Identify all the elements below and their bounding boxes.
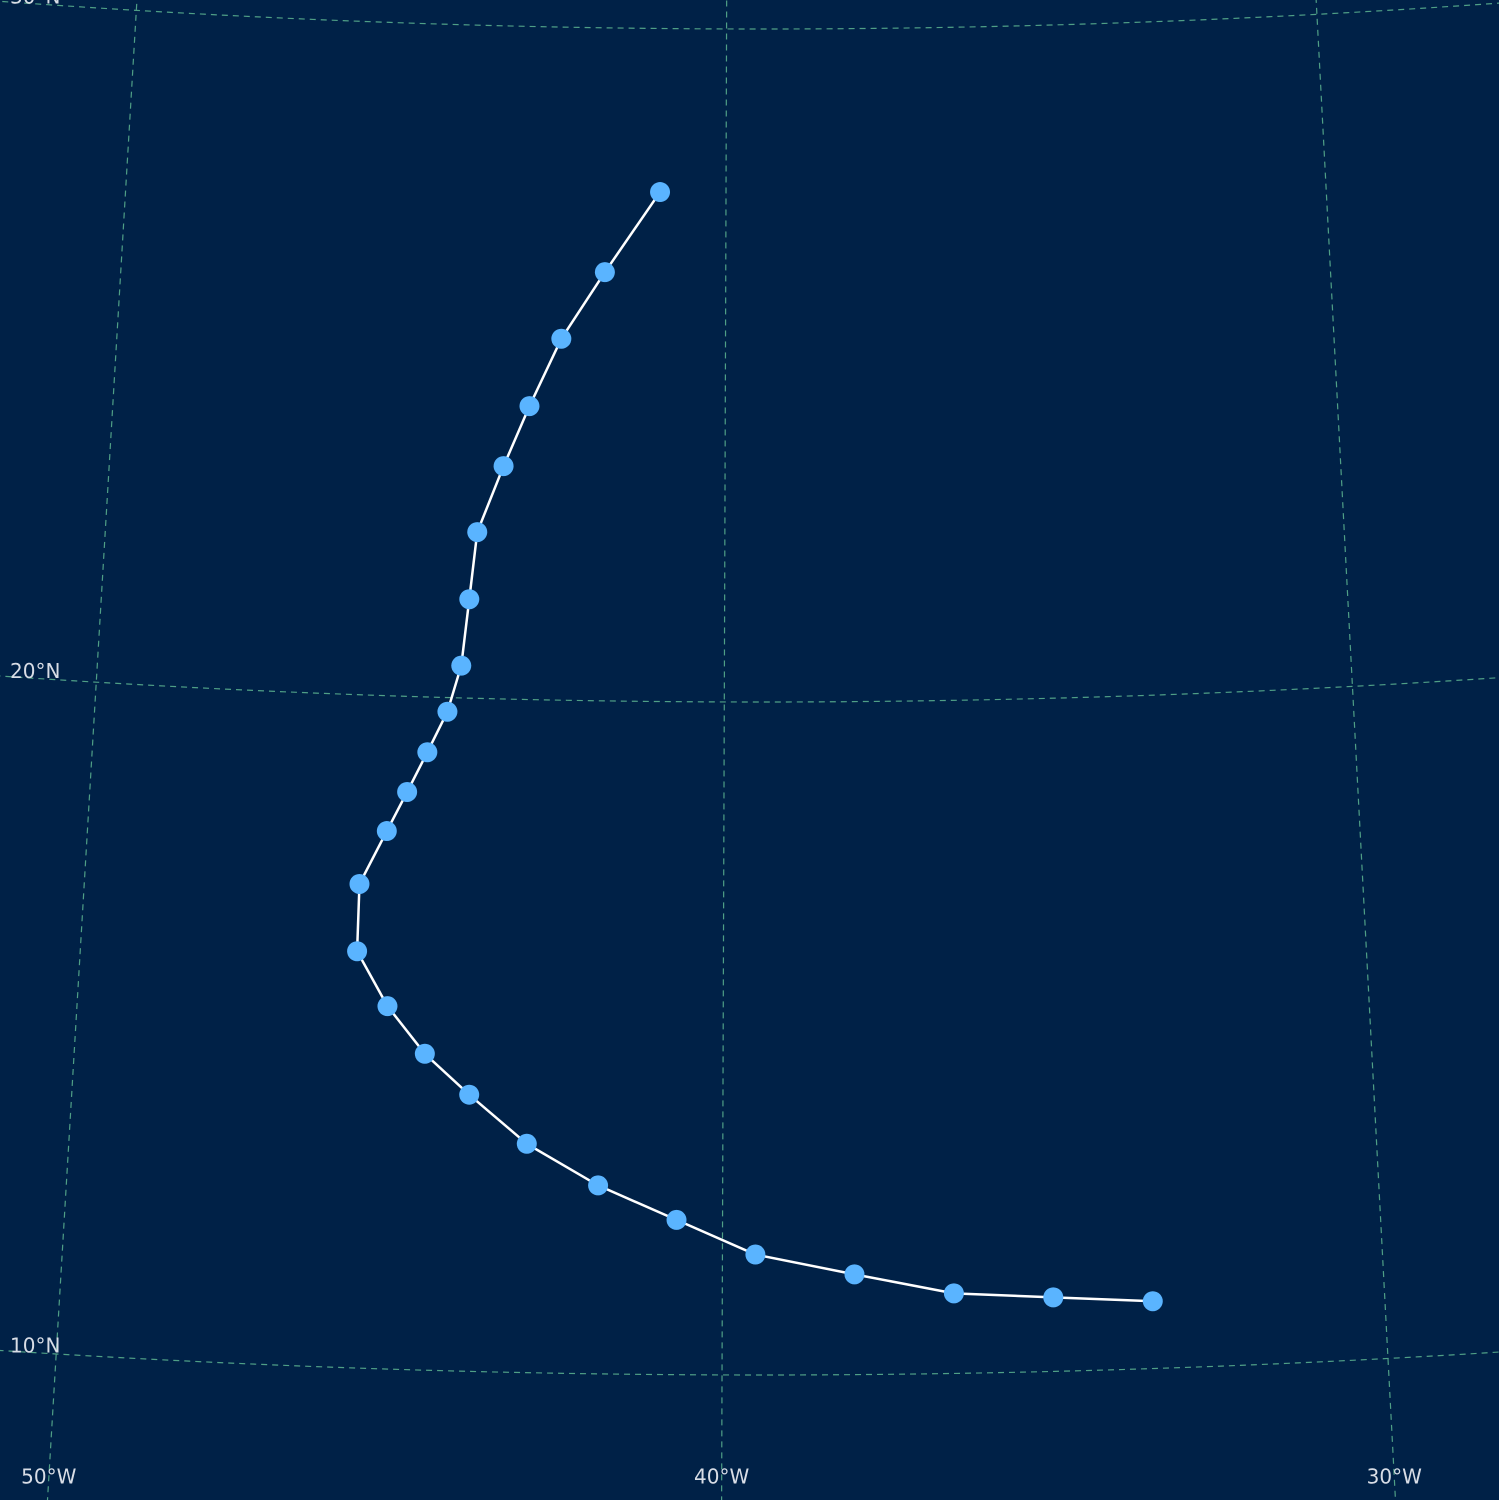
track-point [377, 996, 398, 1017]
track-point [516, 1133, 537, 1154]
track-point [347, 941, 368, 962]
track-point [519, 396, 540, 417]
longitude-label: 30°W [1367, 1465, 1422, 1489]
track-point [588, 1175, 609, 1196]
track-point [376, 821, 397, 842]
track-point [349, 873, 370, 894]
latitude-label: 20°N [10, 659, 60, 683]
track-point [459, 589, 480, 610]
longitude-label: 40°W [694, 1465, 749, 1489]
track-point [666, 1209, 687, 1230]
track-point [437, 701, 458, 722]
track-point [414, 1043, 435, 1064]
parallel [0, 675, 1499, 703]
longitude-label: 50°W [21, 1465, 76, 1489]
track-point [745, 1244, 766, 1265]
parallel [0, 1349, 1499, 1376]
track-point [943, 1283, 964, 1304]
track-point [1142, 1291, 1163, 1312]
track-point [451, 655, 472, 676]
track-point [594, 262, 615, 283]
latitude-label: 10°N [10, 1333, 60, 1357]
latitude-label: 30°N [10, 0, 60, 9]
track-point [397, 781, 418, 802]
parallel [0, 0, 1499, 30]
track-point [1043, 1287, 1064, 1308]
track-point [417, 742, 438, 763]
track-point [551, 328, 572, 349]
track-point [650, 182, 671, 203]
track-point [493, 456, 514, 477]
track-point [459, 1084, 480, 1105]
track-point [467, 522, 488, 543]
track-point [844, 1264, 865, 1285]
